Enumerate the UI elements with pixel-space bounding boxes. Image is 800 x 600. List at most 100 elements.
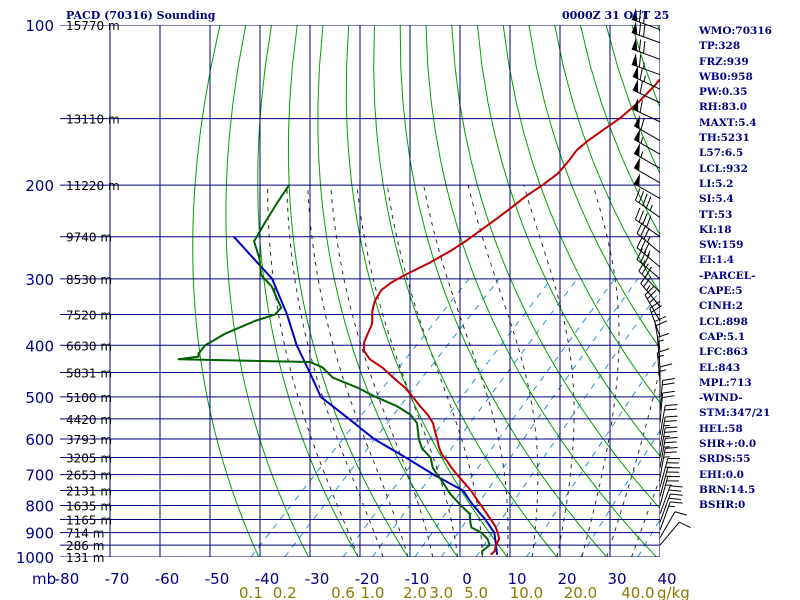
wind-barb-flag [638, 191, 645, 203]
wind-barb [659, 511, 688, 538]
wind-barb-flag [640, 239, 647, 251]
wind-barb-flag [643, 11, 646, 24]
pressure-tick-label: 700 [25, 467, 54, 485]
temperature-tick-label: -80 [55, 570, 80, 588]
valid-time: 0000Z 31 OCT 25 [562, 9, 670, 22]
pressure-tick-label: 900 [25, 525, 54, 543]
wind-barb-staff [659, 458, 669, 488]
moist-adiabat-line [286, 185, 384, 557]
wind-barb-flag [638, 260, 646, 272]
wind-barb-flag [638, 22, 642, 36]
wind-barb-flag [662, 377, 675, 381]
wind-barb-flag [668, 489, 682, 492]
moist-adiabat-line [606, 365, 660, 557]
height-label: 714 m [66, 527, 104, 541]
mixing-ratio-tick-label: 10.0 [510, 584, 543, 600]
wind-barb-flag [643, 276, 652, 288]
wind-barb-flag [668, 497, 682, 500]
wind-barb-flag [674, 511, 688, 516]
pressure-tick-label: 800 [25, 497, 54, 515]
wind-barb-staff [635, 199, 661, 218]
dry-adiabat-line [287, 25, 409, 557]
wind-barb-flag [662, 390, 675, 394]
temperature-tick-label: -20 [355, 570, 380, 588]
mixing-ratio-tick-label: 3.0 [429, 584, 453, 600]
pressure-tick-label: 200 [25, 177, 54, 195]
sounding-profiles [177, 77, 660, 556]
height-labels: 15770 m 13110 m 11220 m 9740 m 8530 m 7520 m 6… [66, 19, 120, 565]
moist-adiabat-line [330, 185, 434, 557]
height-label: 13110 m [66, 113, 120, 127]
wind-barb-half-flag [649, 204, 653, 211]
height-label: 1165 m [66, 513, 112, 527]
height-label: 9740 m [66, 231, 112, 245]
wind-barb-flag [665, 436, 678, 439]
mixing-ratio-tick-label: 0.2 [273, 584, 297, 600]
wind-barb-flag [646, 215, 652, 228]
wind-barb-staff [631, 63, 661, 76]
mixing-ratio-tick-label: 0.1 [239, 584, 263, 600]
parcel-trace [233, 236, 499, 555]
wind-barb-flag [646, 196, 652, 209]
mixing-ratio-tick-label: 2.0 [403, 584, 427, 600]
wind-barb-flag [640, 251, 647, 263]
wind-barb-flag [679, 521, 691, 529]
wind-barb-staff [659, 467, 669, 497]
wind-barb-flag [638, 54, 642, 68]
wind-barb [634, 188, 661, 218]
temperature-tick-label: 0 [462, 570, 472, 588]
temperature-trace [363, 77, 660, 556]
wind-barb-flag [638, 210, 645, 223]
height-label: 131 m [66, 551, 104, 565]
pressure-tick-label: 100 [25, 17, 54, 35]
wind-barb-flag [664, 420, 677, 422]
wind-barb-flag [670, 485, 683, 488]
wind-barb-flag [634, 188, 641, 201]
pressure-unit-label: mb [32, 570, 56, 588]
temperature-tick-label: 20 [557, 570, 576, 588]
wind-barb-half-flag [646, 250, 651, 257]
index-item: LFC:863 [699, 346, 748, 359]
height-label: 1635 m [66, 499, 112, 513]
index-item: TT:53 [699, 208, 733, 221]
index-item: FRZ:939 [699, 55, 749, 68]
pressure-tick-label: 600 [25, 431, 54, 449]
mixing-ratio-tick-label: 1.0 [361, 584, 385, 600]
dry-adiabat-line [786, 25, 800, 557]
wind-barb [659, 457, 681, 488]
wind-barb-pennant [631, 8, 638, 22]
wind-barb-half-flag [657, 354, 664, 358]
wind-barb-pennant [632, 65, 639, 80]
wind-barb-pennant [631, 21, 638, 35]
moist-adiabat-line [307, 185, 409, 557]
wind-barb-flag [650, 305, 662, 313]
wind-barb-flag [643, 227, 650, 240]
wind-barb-flag [664, 451, 677, 454]
wind-barb-staff [659, 493, 671, 523]
dry-adiabat-line [192, 25, 260, 557]
index-item: HEL:58 [699, 422, 743, 435]
index-item: SRDS:55 [699, 453, 751, 466]
wind-barb [659, 485, 683, 515]
mixing-ratio-line [250, 278, 470, 557]
wind-barb-half-flag [649, 298, 655, 304]
index-item: -WIND- [699, 392, 743, 405]
wind-barbs [631, 8, 691, 546]
wind-barb-flag [655, 320, 668, 327]
wind-barb [640, 273, 661, 307]
wind-barb [659, 426, 678, 458]
wind-barb [659, 415, 678, 447]
wind-barb-flag [639, 100, 643, 113]
wind-barb-flag [643, 40, 646, 54]
wind-barb-half-flag [646, 284, 651, 291]
index-item: CAPE:5 [699, 285, 743, 298]
station-title: PACD (70316) Sounding [66, 9, 216, 22]
wind-barb-flag [639, 81, 643, 94]
wind-barb-staff [659, 521, 680, 546]
wind-barb-pennant [634, 173, 641, 187]
wind-barb-flag [665, 426, 678, 429]
wind-barb-staff [654, 321, 661, 352]
wind-barb-pennant [634, 115, 641, 129]
wind-barb-flag [644, 286, 655, 296]
